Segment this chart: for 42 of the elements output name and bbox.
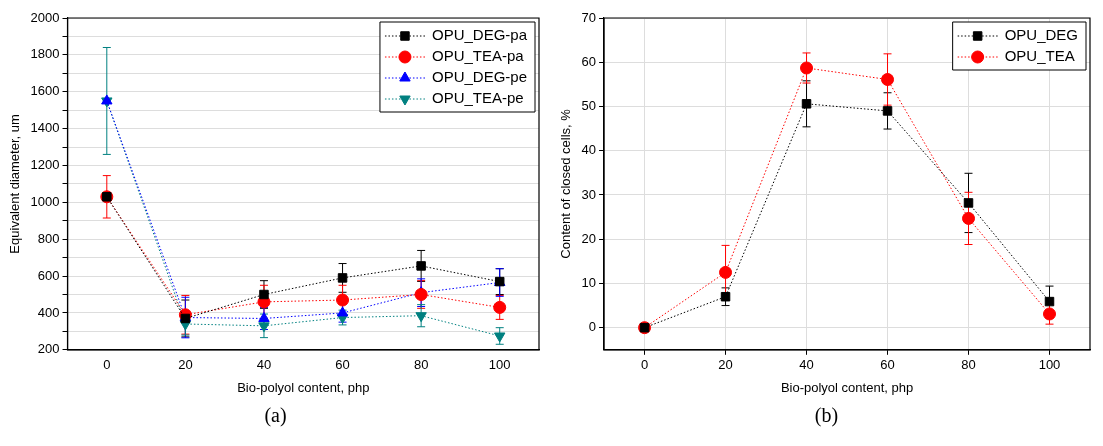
legend-label: OPU_TEA-pe (431, 89, 524, 107)
y-tick-label: 200 (37, 341, 60, 357)
legend-label: OPU_DEG-pe (431, 68, 528, 86)
y-tick-label: 10 (581, 275, 597, 291)
y-tick-label: 1800 (30, 46, 60, 62)
y-tick-label: 1200 (30, 157, 60, 173)
y-tick-label: 600 (37, 267, 60, 283)
x-tick-label: 100 (488, 357, 511, 373)
legend-label: OPU_DEG (1004, 26, 1079, 44)
legend-label: OPU_TEA (1004, 47, 1075, 65)
x-axis-title: Bio-polyol content, php (780, 379, 914, 395)
y-tick-label: 0 (588, 319, 597, 335)
x-tick-label: 20 (718, 357, 733, 373)
x-tick-label: 40 (799, 357, 814, 373)
x-tick-label: 80 (961, 357, 976, 373)
y-tick-label: 30 (581, 186, 597, 202)
y-tick-label: 60 (581, 53, 597, 69)
x-tick-label: 60 (335, 357, 350, 373)
x-tick-label: 0 (640, 357, 649, 373)
x-tick-label: 0 (103, 357, 111, 373)
text: (a) (263, 404, 288, 427)
y-axis-title: Equivalent diameter, um (7, 114, 23, 254)
y-tick-label: 800 (37, 230, 60, 246)
x-tick-label: 100 (1038, 357, 1061, 373)
y-tick-label: 400 (37, 304, 60, 320)
x-tick-label: 60 (880, 357, 895, 373)
y-tick-label: 50 (581, 98, 597, 114)
y-tick-label: 20 (581, 230, 597, 246)
y-tick-label: 2000 (30, 9, 60, 25)
x-tick-label: 20 (178, 357, 193, 373)
x-axis-title: Bio-polyol content, php (237, 379, 370, 395)
y-tick-label: 40 (581, 142, 597, 158)
x-tick-label: 40 (256, 357, 272, 373)
legend-label: OPU_TEA-pa (431, 47, 525, 65)
legend-label: OPU_DEG-pa (431, 26, 528, 44)
y-axis-title: Content of closed cells, % (558, 108, 574, 259)
y-tick-label: 70 (581, 9, 597, 25)
text: (b) (813, 404, 840, 427)
x-tick-label: 80 (413, 357, 429, 373)
y-tick-label: 1400 (30, 120, 60, 136)
y-tick-label: 1000 (30, 193, 60, 209)
y-tick-label: 1600 (30, 83, 60, 99)
